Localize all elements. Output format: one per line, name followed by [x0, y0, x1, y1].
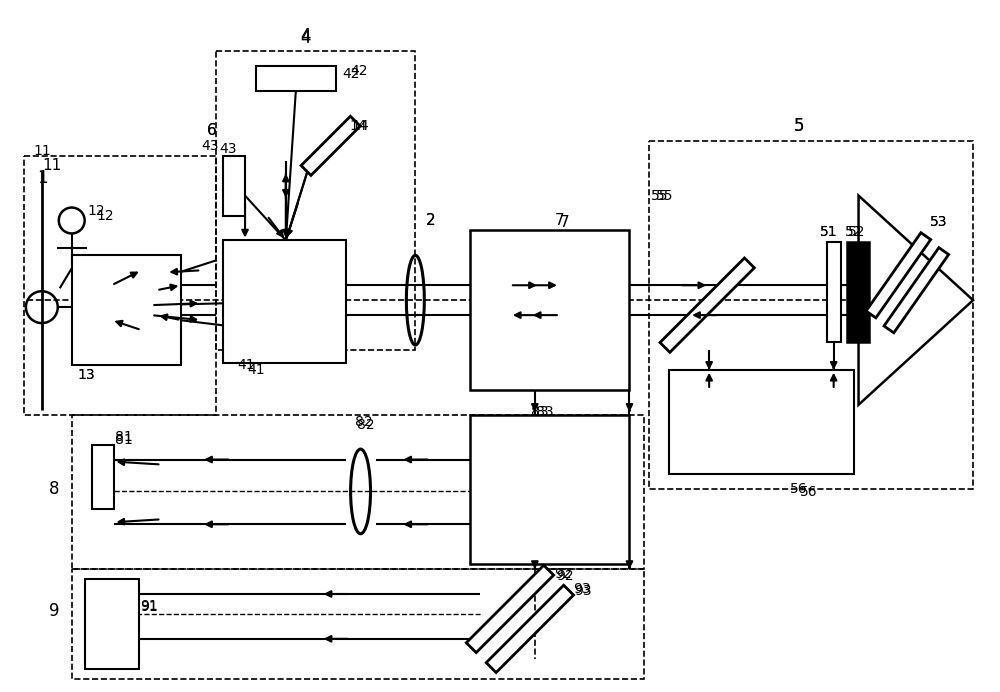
Polygon shape — [660, 258, 754, 352]
Text: 83: 83 — [536, 405, 554, 419]
Text: 11: 11 — [42, 158, 61, 173]
Bar — [847, 242, 869, 342]
Bar — [470, 230, 629, 390]
Text: 42: 42 — [351, 64, 368, 78]
Text: 13: 13 — [78, 368, 95, 382]
Text: 2: 2 — [425, 213, 435, 228]
Bar — [24, 156, 216, 415]
Text: 9: 9 — [49, 602, 60, 620]
Text: 91: 91 — [141, 599, 158, 613]
Bar — [216, 51, 415, 350]
Text: 56: 56 — [800, 485, 818, 500]
Bar — [72, 255, 181, 365]
Text: 7: 7 — [555, 213, 565, 228]
Bar — [223, 240, 346, 363]
Text: 8: 8 — [49, 480, 60, 498]
Bar — [827, 242, 841, 342]
Polygon shape — [466, 565, 554, 653]
Text: 82: 82 — [357, 418, 374, 432]
Text: 56: 56 — [790, 482, 808, 496]
Polygon shape — [859, 196, 973, 405]
Bar — [669, 370, 854, 475]
Text: 6: 6 — [206, 123, 216, 138]
Text: 43: 43 — [202, 139, 219, 153]
Text: 42: 42 — [342, 67, 359, 81]
Bar — [72, 415, 644, 569]
Text: 6: 6 — [206, 123, 216, 138]
Bar — [256, 66, 336, 91]
Text: 41: 41 — [237, 358, 255, 372]
Text: 83: 83 — [531, 405, 549, 419]
Text: 5: 5 — [794, 117, 804, 135]
Text: 55: 55 — [656, 189, 673, 203]
Text: 52: 52 — [845, 226, 862, 239]
Text: 91: 91 — [141, 600, 158, 614]
Text: 93: 93 — [574, 584, 591, 598]
Text: 43: 43 — [219, 142, 237, 156]
Text: 53: 53 — [929, 215, 947, 230]
Text: 81: 81 — [115, 432, 132, 446]
Text: 55: 55 — [651, 189, 668, 203]
Text: 53: 53 — [929, 215, 947, 230]
Text: 92: 92 — [556, 569, 574, 583]
Text: 14: 14 — [352, 119, 369, 133]
Text: 12: 12 — [88, 203, 105, 217]
Polygon shape — [866, 233, 931, 318]
Bar — [223, 156, 245, 215]
Bar — [470, 415, 629, 564]
Polygon shape — [301, 116, 360, 175]
Text: 13: 13 — [78, 368, 95, 382]
Text: 14: 14 — [350, 119, 367, 133]
Text: 81: 81 — [115, 430, 132, 444]
Text: 51: 51 — [820, 226, 837, 239]
Text: 93: 93 — [573, 582, 590, 596]
Polygon shape — [884, 248, 949, 333]
Text: 2: 2 — [425, 213, 435, 228]
Text: 12: 12 — [97, 208, 114, 223]
Polygon shape — [486, 585, 574, 673]
Bar — [92, 444, 114, 509]
Text: 52: 52 — [848, 226, 865, 239]
Text: 51: 51 — [820, 226, 837, 239]
Text: 4: 4 — [301, 29, 311, 47]
Text: 5: 5 — [794, 117, 804, 135]
Bar — [85, 579, 139, 668]
Text: 4: 4 — [301, 27, 311, 45]
Text: 41: 41 — [247, 363, 265, 377]
Bar — [649, 141, 973, 489]
Text: 1: 1 — [37, 169, 47, 187]
Text: 7: 7 — [560, 215, 570, 230]
Bar — [72, 569, 644, 679]
Text: 82: 82 — [355, 415, 372, 429]
Text: 11: 11 — [33, 144, 51, 158]
Text: 92: 92 — [554, 567, 572, 581]
